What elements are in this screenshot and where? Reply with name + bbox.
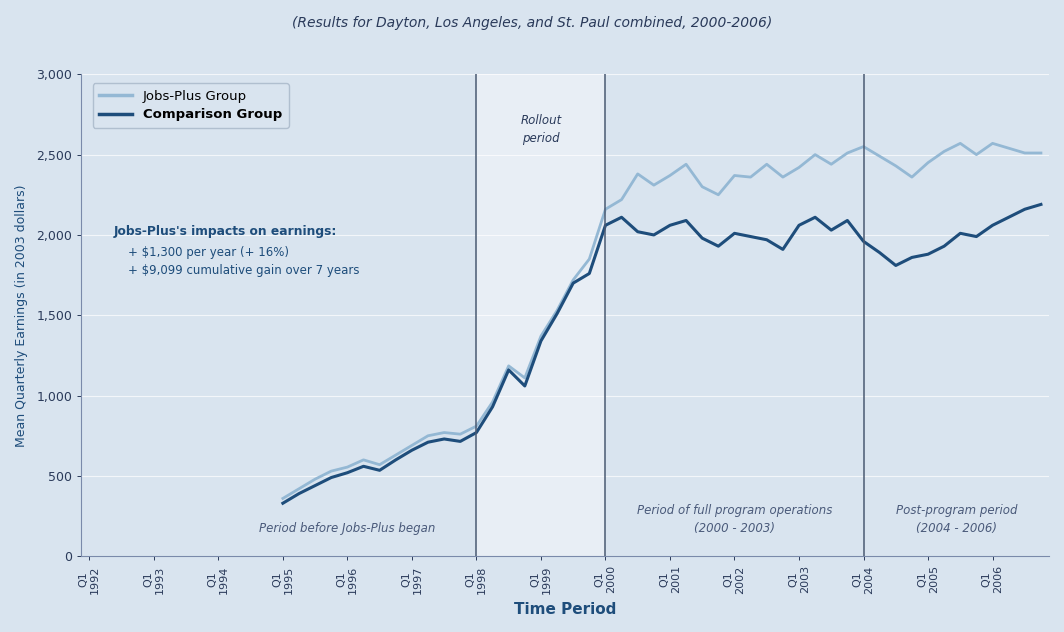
Y-axis label: Mean Quarterly Earnings (in 2003 dollars): Mean Quarterly Earnings (in 2003 dollars… bbox=[15, 184, 28, 447]
Legend: Jobs-Plus Group, Comparison Group: Jobs-Plus Group, Comparison Group bbox=[93, 83, 288, 128]
Text: + $1,300 per year (+ 16%): + $1,300 per year (+ 16%) bbox=[114, 246, 289, 259]
Text: + $9,099 cumulative gain over 7 years: + $9,099 cumulative gain over 7 years bbox=[114, 264, 360, 277]
X-axis label: Time Period: Time Period bbox=[514, 602, 616, 617]
Text: Rollout
period: Rollout period bbox=[520, 114, 562, 145]
Text: Period before Jobs-Plus began: Period before Jobs-Plus began bbox=[260, 523, 435, 535]
Text: Period of full program operations
(2000 - 2003): Period of full program operations (2000 … bbox=[636, 504, 832, 535]
Text: (Results for Dayton, Los Angeles, and St. Paul combined, 2000-2006): (Results for Dayton, Los Angeles, and St… bbox=[292, 16, 772, 30]
Text: Post-program period
(2004 - 2006): Post-program period (2004 - 2006) bbox=[896, 504, 1017, 535]
Bar bbox=[477, 75, 605, 556]
Text: Jobs-Plus's impacts on earnings:: Jobs-Plus's impacts on earnings: bbox=[114, 225, 337, 238]
